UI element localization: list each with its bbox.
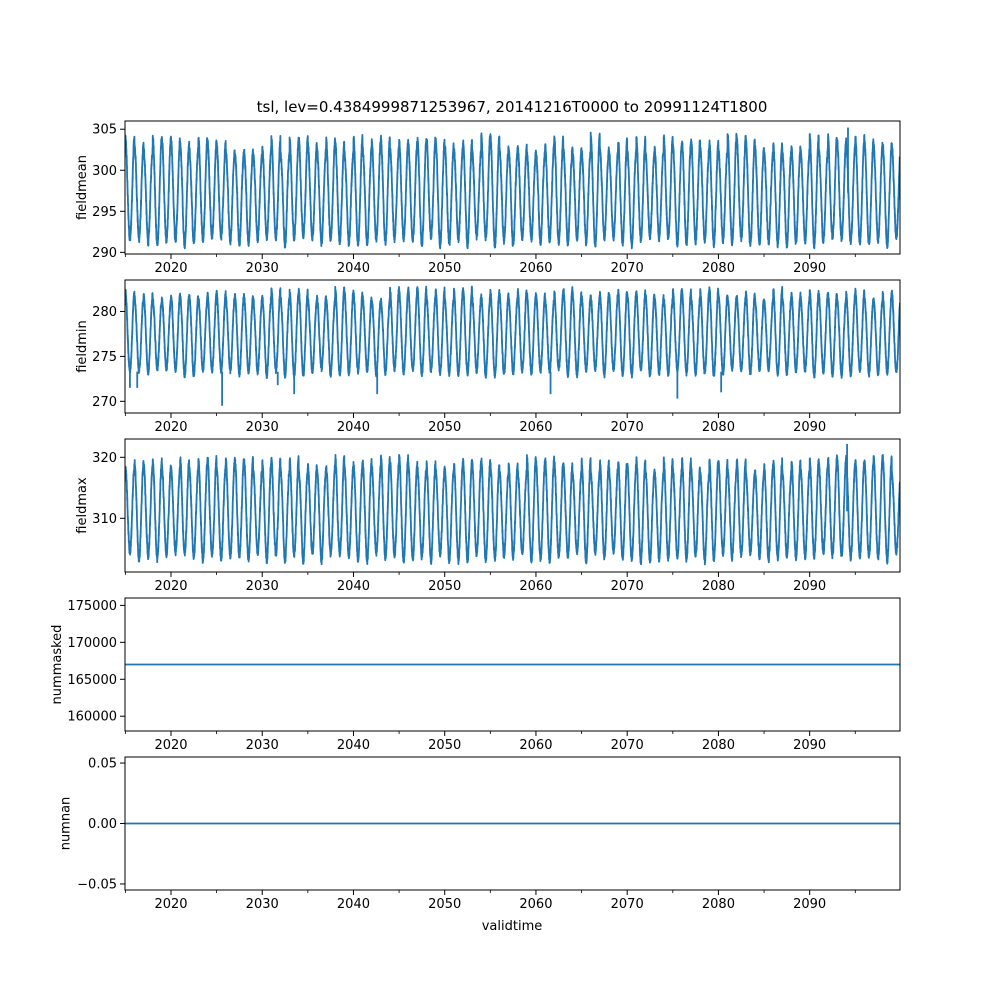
x-tick-label-2080: 2080 xyxy=(702,738,735,753)
y-tick-label-nummasked-175000: 175000 xyxy=(67,599,117,614)
axes-frame-nummasked xyxy=(124,597,901,732)
x-tick-label-2060: 2060 xyxy=(519,420,552,435)
x-tick-label-2050: 2050 xyxy=(428,420,461,435)
series-line-fieldmax xyxy=(125,453,900,566)
x-tick-label-2050: 2050 xyxy=(428,738,461,753)
y-axis-label-nummasked: nummasked xyxy=(50,625,65,705)
y-tick-label-fieldmean-290: 290 xyxy=(92,246,117,261)
series-line-fieldmean xyxy=(125,131,900,250)
y-tick-label-nummasked-160000: 160000 xyxy=(67,710,117,725)
y-tick-label-fieldmax-320: 320 xyxy=(92,451,117,466)
x-tick-label-2020: 2020 xyxy=(154,579,187,594)
y-tick-label-fieldmean-300: 300 xyxy=(92,164,117,179)
y-axis-label-fieldmin: fieldmin xyxy=(75,320,90,373)
x-tick-label-2020: 2020 xyxy=(154,420,187,435)
panel-fieldmax: 2020 2030 2040 2050 2060 2070 2080 2090 310 320fi… xyxy=(75,438,901,594)
x-tick-label-2020: 2020 xyxy=(154,738,187,753)
x-tick-label-2050: 2050 xyxy=(428,897,461,912)
x-tick-label-2090: 2090 xyxy=(793,738,826,753)
x-tick-label-2070: 2070 xyxy=(611,261,644,276)
y-tick-label-fieldmin-280: 280 xyxy=(92,305,117,320)
x-tick-label-2070: 2070 xyxy=(611,420,644,435)
y-axis-label-fieldmax: fieldmax xyxy=(75,477,90,534)
y-tick-label-nummasked-170000: 170000 xyxy=(67,636,117,651)
x-tick-label-2030: 2030 xyxy=(246,420,279,435)
y-tick-label-fieldmin-275: 275 xyxy=(92,350,117,365)
x-tick-label-2050: 2050 xyxy=(428,261,461,276)
x-tick-label-2090: 2090 xyxy=(793,579,826,594)
axes-frame-fieldmin xyxy=(124,279,901,414)
x-tick-label-2020: 2020 xyxy=(154,261,187,276)
x-tick-label-2020: 2020 xyxy=(154,897,187,912)
panel-nummasked: 2020 2030 2040 2050 2060 2070 2080 2090 160000 16… xyxy=(50,597,901,753)
x-tick-label-2040: 2040 xyxy=(337,738,370,753)
y-tick-label-fieldmin-270: 270 xyxy=(92,395,117,410)
y-tick-label-numnan-0.05: 0.05 xyxy=(88,757,117,772)
x-tick-label-2070: 2070 xyxy=(611,738,644,753)
x-tick-label-2050: 2050 xyxy=(428,579,461,594)
x-tick-label-2080: 2080 xyxy=(702,897,735,912)
x-tick-label-2090: 2090 xyxy=(793,897,826,912)
x-tick-label-2080: 2080 xyxy=(702,420,735,435)
y-axis-label-fieldmean: fieldmean xyxy=(75,155,90,220)
x-tick-label-2040: 2040 xyxy=(337,261,370,276)
x-tick-label-2060: 2060 xyxy=(519,579,552,594)
y-tick-label-numnan-0.00: 0.00 xyxy=(88,817,117,832)
y-tick-label-nummasked-165000: 165000 xyxy=(67,673,117,688)
x-tick-label-2070: 2070 xyxy=(611,897,644,912)
y-tick-label-fieldmean-295: 295 xyxy=(92,205,117,220)
x-tick-label-2080: 2080 xyxy=(702,261,735,276)
x-tick-label-2030: 2030 xyxy=(246,579,279,594)
panel-fieldmin: 2020 2030 2040 2050 2060 2070 2080 2090 270 275 28… xyxy=(75,279,901,435)
x-tick-label-2040: 2040 xyxy=(337,579,370,594)
chart-title: tsl, lev=0.4384999871253967, 20141216T00… xyxy=(257,98,768,116)
y-tick-label-fieldmean-305: 305 xyxy=(92,123,117,138)
panels: 2020 2030 2040 2050 2060 2070 2080 2090 290 295 30… xyxy=(50,120,901,912)
y-tick-label-numnan-−0.05: −0.05 xyxy=(77,877,117,892)
panel-numnan: 2020 2030 2040 2050 2060 2070 2080 2090 −0.05 0.0… xyxy=(59,756,901,912)
x-tick-label-2030: 2030 xyxy=(246,261,279,276)
axes-frame-fieldmax xyxy=(124,438,901,573)
x-tick-label-2030: 2030 xyxy=(246,738,279,753)
x-tick-label-2070: 2070 xyxy=(611,579,644,594)
axes-frame-fieldmean xyxy=(124,120,901,255)
x-tick-label-2060: 2060 xyxy=(519,261,552,276)
x-tick-label-2060: 2060 xyxy=(519,738,552,753)
y-axis-label-numnan: numnan xyxy=(59,797,74,851)
x-tick-label-2060: 2060 xyxy=(519,897,552,912)
series-line-fieldmin xyxy=(125,285,900,379)
x-tick-label-2030: 2030 xyxy=(246,897,279,912)
x-tick-label-2090: 2090 xyxy=(793,420,826,435)
panel-fieldmean: 2020 2030 2040 2050 2060 2070 2080 2090 290 295 30… xyxy=(75,120,901,276)
x-tick-label-2080: 2080 xyxy=(702,579,735,594)
x-axis-label: validtime xyxy=(482,919,543,934)
y-tick-label-fieldmax-310: 310 xyxy=(92,512,117,527)
x-tick-label-2040: 2040 xyxy=(337,897,370,912)
x-tick-label-2090: 2090 xyxy=(793,261,826,276)
x-tick-label-2040: 2040 xyxy=(337,420,370,435)
